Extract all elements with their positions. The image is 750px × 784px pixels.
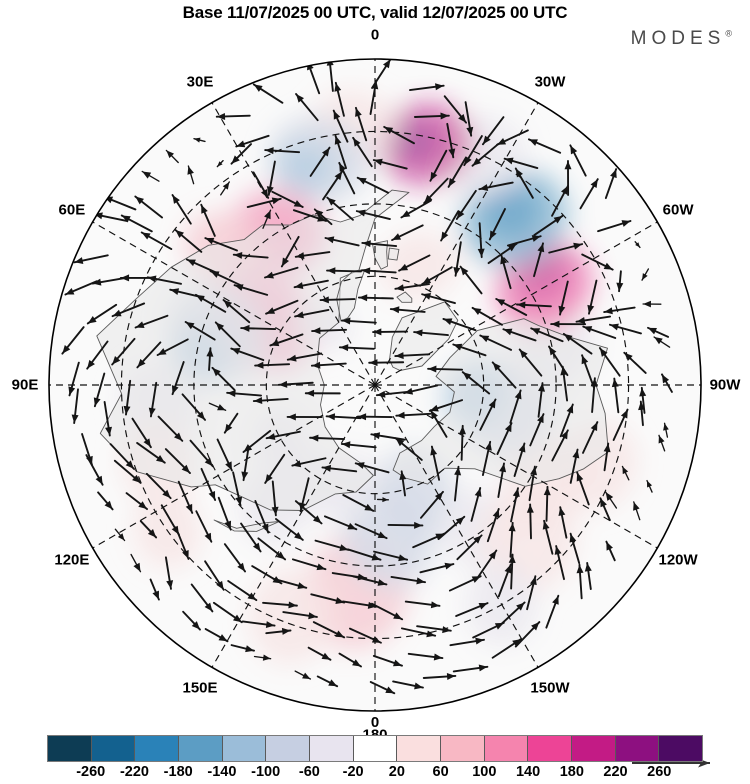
colorbar-cell: [223, 736, 267, 761]
colorbar-tick: -220: [120, 764, 149, 780]
colorbar-tick: 100: [472, 764, 496, 780]
map-content: [49, 57, 701, 711]
colorbar-cell: [659, 736, 702, 761]
longitude-label-150e: 150E: [182, 680, 217, 697]
longitude-label-60e: 60E: [59, 202, 86, 219]
colorbar-tick: 260: [647, 764, 671, 780]
colorbar-tick: -60: [299, 764, 320, 780]
coastline-path: [388, 248, 399, 260]
colorbar-zero-label: 0: [0, 714, 750, 731]
longitude-label-30e: 30E: [187, 73, 214, 90]
colorbar: 0 -260 -220 -180 -140 -100 -60 -20 20 60 100 140 18…: [0, 714, 750, 783]
colorbar-tick: -20: [343, 764, 364, 780]
longitude-label-0: 0: [371, 27, 379, 44]
colorbar-cell: [485, 736, 529, 761]
colorbar-cell: [397, 736, 441, 761]
colorbar-cell: [179, 736, 223, 761]
polar-map-svg: [0, 30, 750, 720]
longitude-label-150w: 150W: [530, 680, 569, 697]
colorbar-cell: [354, 736, 398, 761]
colorbar-cell: [310, 736, 354, 761]
colorbar-tick: -180: [164, 764, 193, 780]
colorbar-cell: [92, 736, 136, 761]
colorbar-tick: 140: [516, 764, 540, 780]
colorbar-tick: -140: [207, 764, 236, 780]
colorbar-tick-labels: -260 -220 -180 -140 -100 -60 -20 20 60 100 140 180 2…: [47, 764, 703, 784]
colorbar-cell: [572, 736, 616, 761]
colorbar-swatches: [47, 735, 703, 762]
colorbar-cell: [48, 736, 92, 761]
colorbar-cell: [441, 736, 485, 761]
longitude-label-30w: 30W: [535, 73, 566, 90]
colorbar-tick: -100: [251, 764, 280, 780]
colorbar-tick: 60: [433, 764, 449, 780]
colorbar-tick: 20: [389, 764, 405, 780]
colorbar-cell: [266, 736, 310, 761]
colorbar-tick: 220: [603, 764, 627, 780]
longitude-label-60w: 60W: [663, 202, 694, 219]
longitude-label-120w: 120W: [659, 552, 698, 569]
longitude-label-90e: 90E: [12, 377, 39, 394]
colorbar-cell: [528, 736, 572, 761]
colorbar-tick: 180: [560, 764, 584, 780]
longitude-label-90w: 90W: [710, 377, 741, 394]
polar-map: [0, 30, 750, 720]
page-title: Base 11/07/2025 00 UTC, valid 12/07/2025…: [0, 3, 750, 23]
colorbar-cell: [135, 736, 179, 761]
colorbar-cell: [616, 736, 660, 761]
longitude-label-120e: 120E: [54, 552, 89, 569]
colorbar-tick: -260: [76, 764, 105, 780]
